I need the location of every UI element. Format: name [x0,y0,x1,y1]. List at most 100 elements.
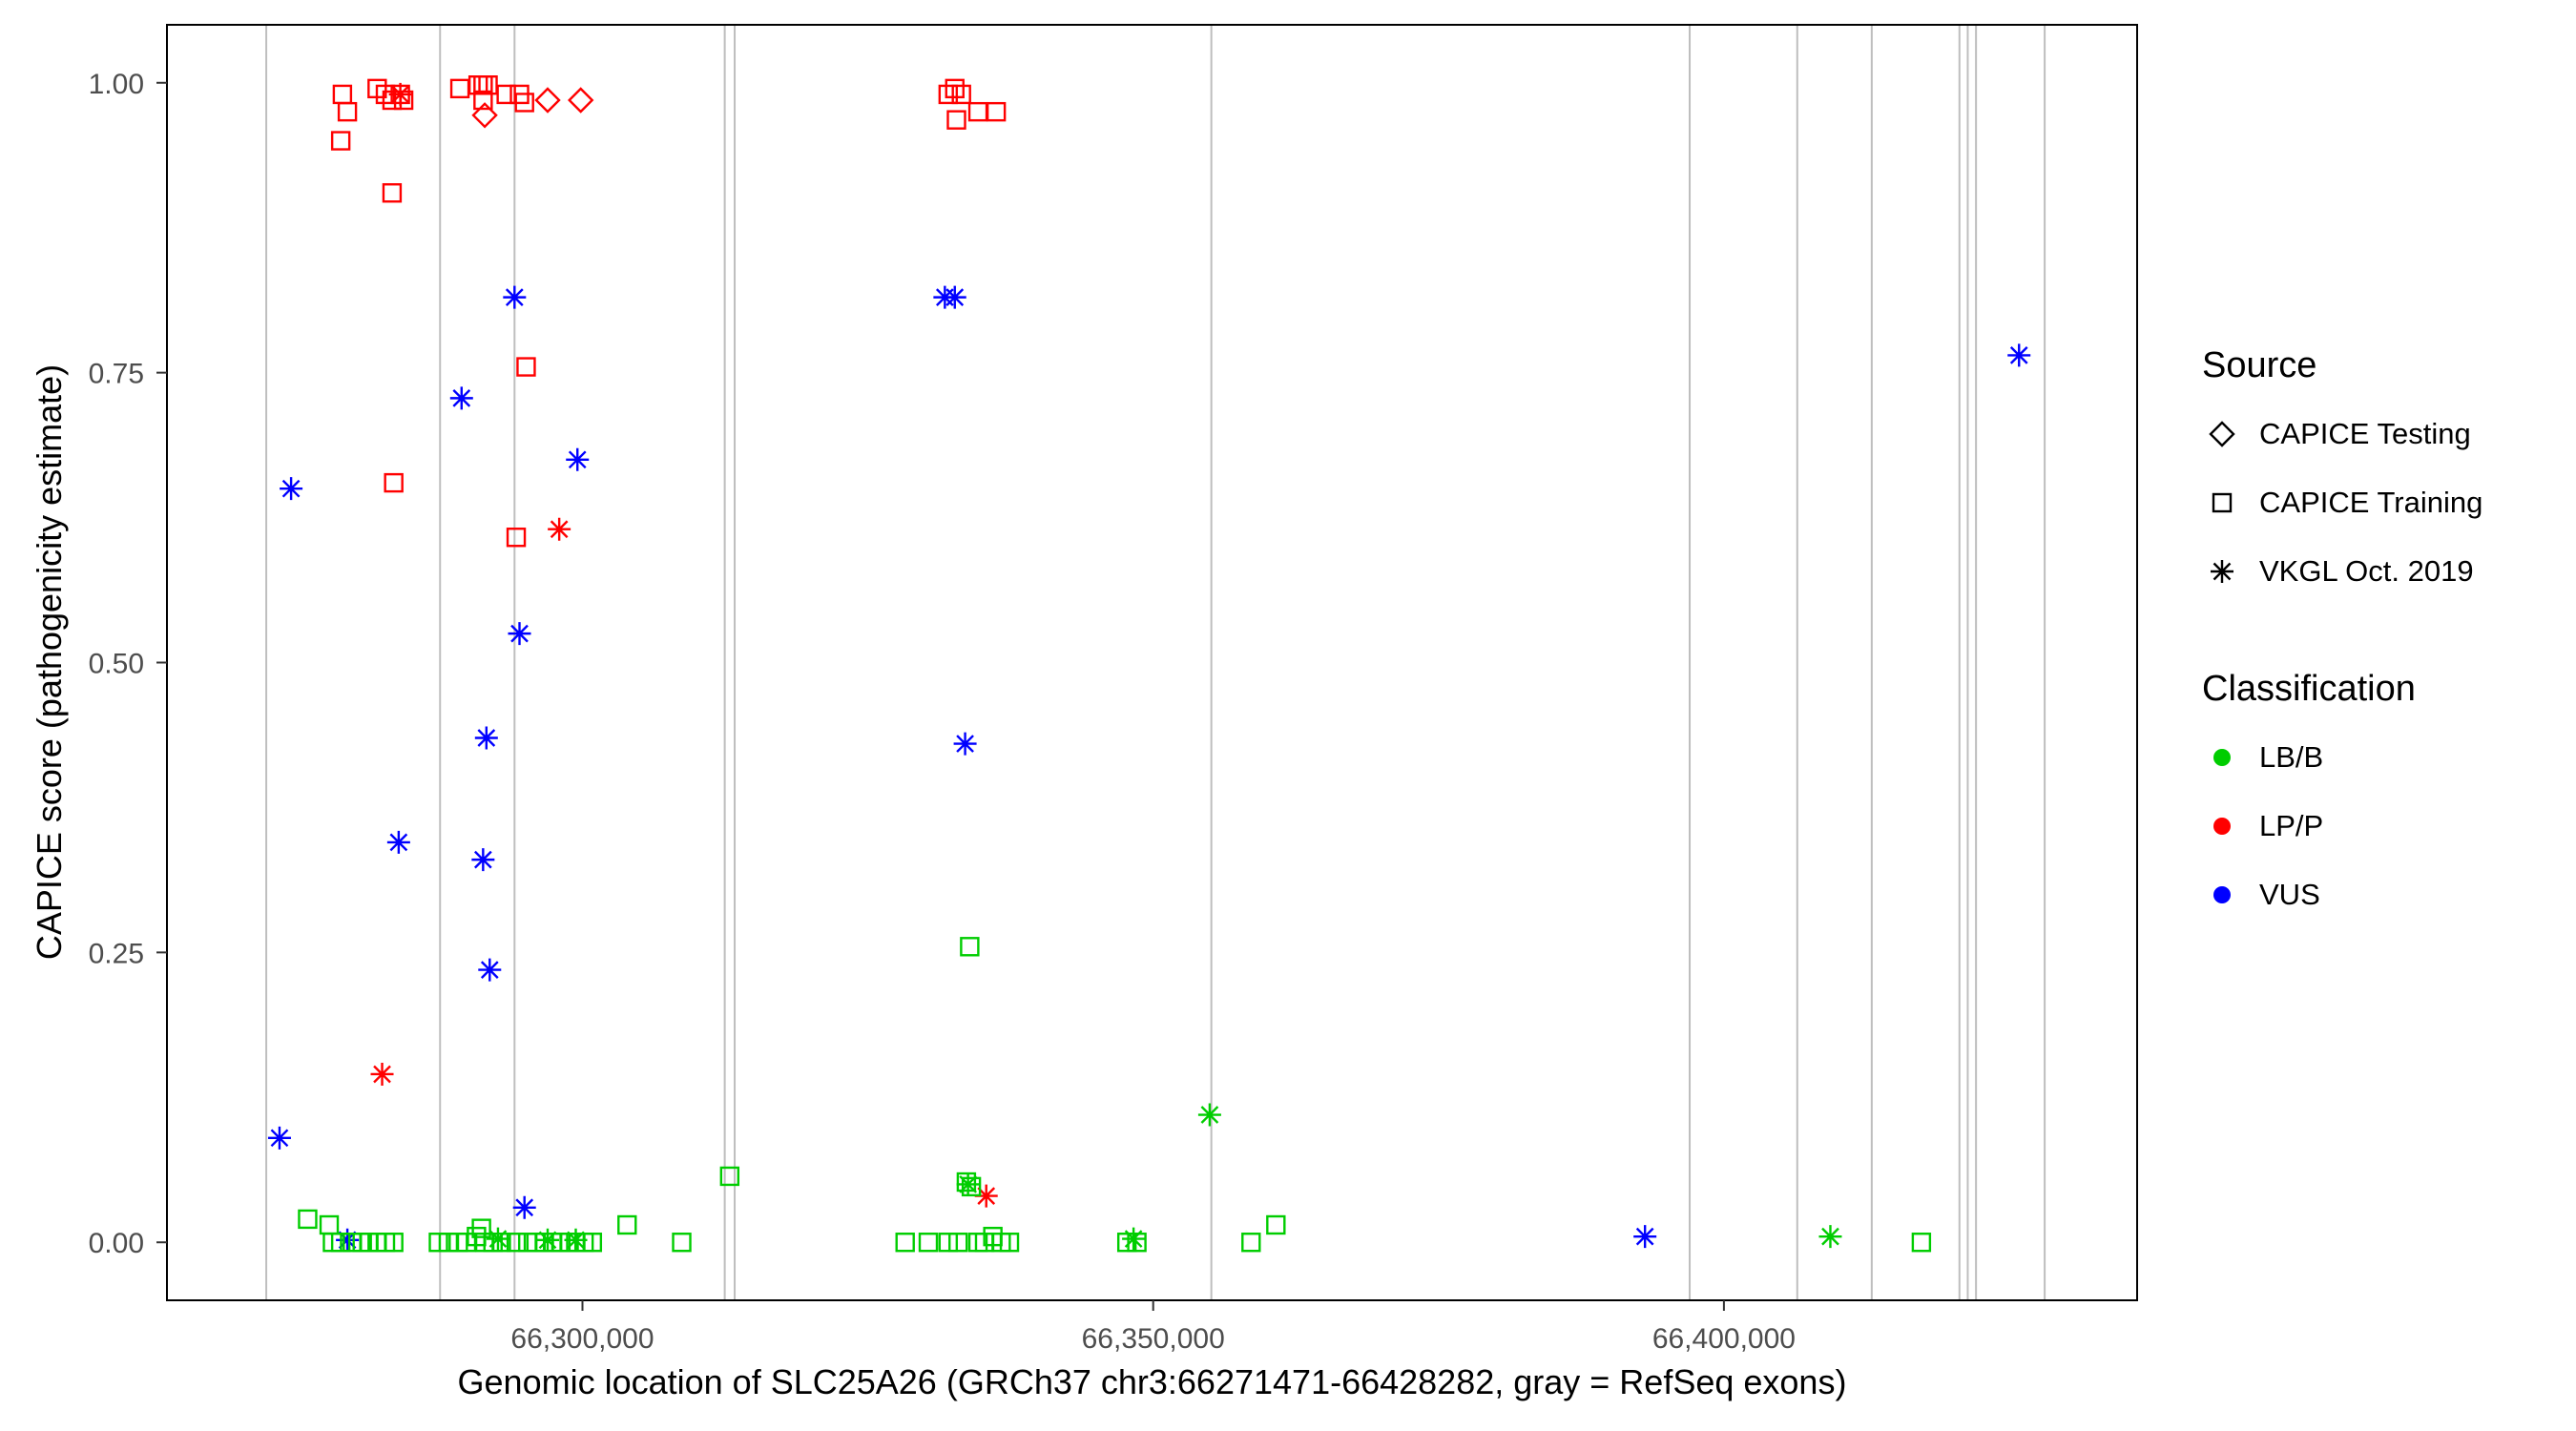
green-dot-icon [2202,737,2242,778]
data-point-square [951,84,971,105]
legend-item-capice-testing: CAPICE Testing [2202,400,2576,468]
diamond-open-icon [2202,414,2242,454]
data-point-asterisk [974,1184,998,1208]
legend-label: LB/B [2259,740,2324,774]
data-point-asterisk [512,1195,536,1219]
data-point-square [491,1233,511,1253]
data-point-asterisk [943,285,966,309]
legend-group-classification: Classification LB/B LP/P VUS [2202,669,2576,929]
legend-item-vus: VUS [2202,861,2576,929]
data-point-asterisk [478,958,502,982]
data-point-square [496,84,516,105]
data-point-square [384,472,404,493]
data-point-square [938,84,959,105]
legend-label: VUS [2259,878,2320,911]
data-point-square [918,1233,939,1253]
data-point-square [449,78,470,99]
data-point-asterisk [956,1172,980,1196]
y-tick-label: 0.50 [89,649,144,680]
data-point-square [514,93,534,113]
data-point-square [506,528,527,548]
red-dot-icon [2202,806,2242,846]
legend: Source CAPICE Testing CAPICE Training [2202,345,2576,929]
data-point-asterisk [508,622,531,646]
data-point-square [719,1166,740,1187]
legend-item-lpp: LP/P [2202,792,2576,861]
data-point-square [506,1233,527,1253]
data-point-square [945,78,965,99]
asterisk-icon [2202,551,2242,591]
legend-group-source: Source CAPICE Testing CAPICE Training [2202,345,2576,606]
legend-label: VKGL Oct. 2019 [2259,554,2474,588]
y-tick-label: 0.00 [89,1228,144,1259]
data-point-square [516,357,536,377]
data-point-asterisk [564,1228,588,1252]
data-point-asterisk [336,1228,360,1252]
data-point-square [471,1218,491,1238]
legend-label: CAPICE Testing [2259,417,2471,450]
data-point-asterisk [1197,1103,1221,1127]
data-point-asterisk [386,830,410,854]
data-point-asterisk [388,82,412,106]
data-point-square [999,1233,1020,1253]
data-point-asterisk [471,848,495,872]
data-point-square [948,1233,968,1253]
data-point-asterisk [474,726,498,750]
data-point-diamond [568,87,594,114]
y-tick-label: 1.00 [89,69,144,100]
data-point-square [1911,1233,1932,1253]
y-tick-label: 0.75 [89,359,144,390]
data-point-square [617,1214,637,1235]
data-point-asterisk [449,386,473,410]
data-point-asterisk [1122,1227,1146,1251]
data-point-square [961,1176,982,1197]
legend-item-capice-training: CAPICE Training [2202,468,2576,537]
y-tick-label: 0.25 [89,938,144,969]
data-point-square [938,1233,959,1253]
data-point-square [298,1209,318,1230]
data-point-square [895,1233,915,1253]
data-point-asterisk [548,517,571,541]
data-point-asterisk [503,285,527,309]
legend-label: LP/P [2259,809,2324,842]
data-point-square [330,1233,351,1253]
data-point-asterisk [536,1228,560,1252]
blue-dot-icon [2202,875,2242,915]
data-point-square [332,84,353,105]
data-point-square [384,1233,404,1253]
data-point-square [946,110,966,130]
x-tick-label: 66,300,000 [510,1323,654,1355]
data-point-square [960,937,980,957]
data-point-square [986,101,1007,122]
data-point-square [473,90,493,111]
data-point-asterisk [267,1126,291,1150]
data-point-asterisk [280,477,303,501]
data-point-square [330,131,351,151]
data-point-square [1127,1233,1147,1253]
x-tick-label: 66,400,000 [1652,1323,1796,1355]
legend-title-classification: Classification [2202,669,2416,709]
legend-label: CAPICE Training [2259,486,2483,519]
data-point-diamond [534,87,561,114]
data-point-square [319,1214,340,1235]
square-open-icon [2202,483,2242,523]
data-point-square [1241,1233,1261,1253]
data-point-asterisk [566,447,590,471]
legend-item-vkgl: VKGL Oct. 2019 [2202,537,2576,606]
data-point-square [956,1172,977,1192]
x-tick-label: 66,350,000 [1082,1323,1225,1355]
data-point-asterisk [370,1062,394,1086]
data-point-square [967,101,988,122]
data-point-asterisk [1818,1225,1842,1249]
data-point-square [382,183,403,203]
legend-title-source: Source [2202,345,2317,385]
panel-border [166,24,2138,1301]
data-point-square [337,101,358,122]
data-point-square [428,1233,448,1253]
data-point-asterisk [1633,1225,1657,1249]
y-axis-title: CAPICE score (pathogenicity estimate) [30,363,69,961]
data-point-square [1266,1214,1286,1235]
data-point-square [438,1233,459,1253]
data-point-square [672,1233,692,1253]
